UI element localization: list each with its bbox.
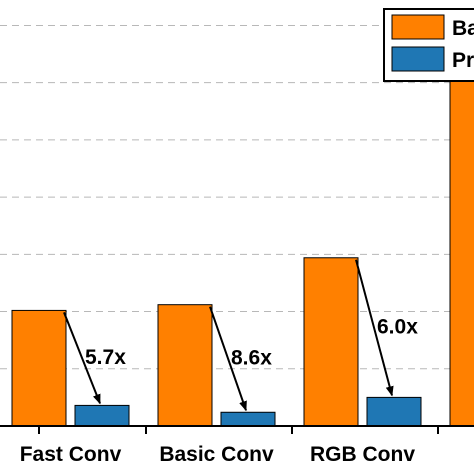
bar-baseline [11, 309, 67, 427]
bar-proposed [220, 411, 276, 427]
bar-proposed [74, 404, 130, 427]
bar-baseline [303, 257, 359, 427]
bars [11, 24, 474, 427]
x-tick-label: Basic Conv [159, 443, 274, 466]
speedup-arrow [63, 312, 101, 405]
speedup-arrow [209, 306, 247, 412]
bar-baseline [449, 24, 474, 427]
speedup-label: 5.7x [85, 346, 126, 369]
bar-proposed [366, 396, 422, 427]
bar-baseline [157, 304, 213, 427]
speedup-label: 8.6x [231, 346, 272, 369]
legend-swatch [391, 46, 445, 72]
speedup-annotations: 5.7x 8.6x 6.0x [63, 259, 418, 412]
legend: Ba Pr [383, 8, 474, 82]
speedup-arrow [355, 259, 394, 397]
x-tick-label: Fast Conv [20, 443, 122, 466]
legend-label: Ba [452, 17, 474, 40]
legend-label: Pr [452, 49, 474, 72]
x-tick-label: RGB Conv [310, 443, 415, 466]
speedup-label: 6.0x [377, 316, 418, 339]
legend-swatch [391, 14, 445, 40]
